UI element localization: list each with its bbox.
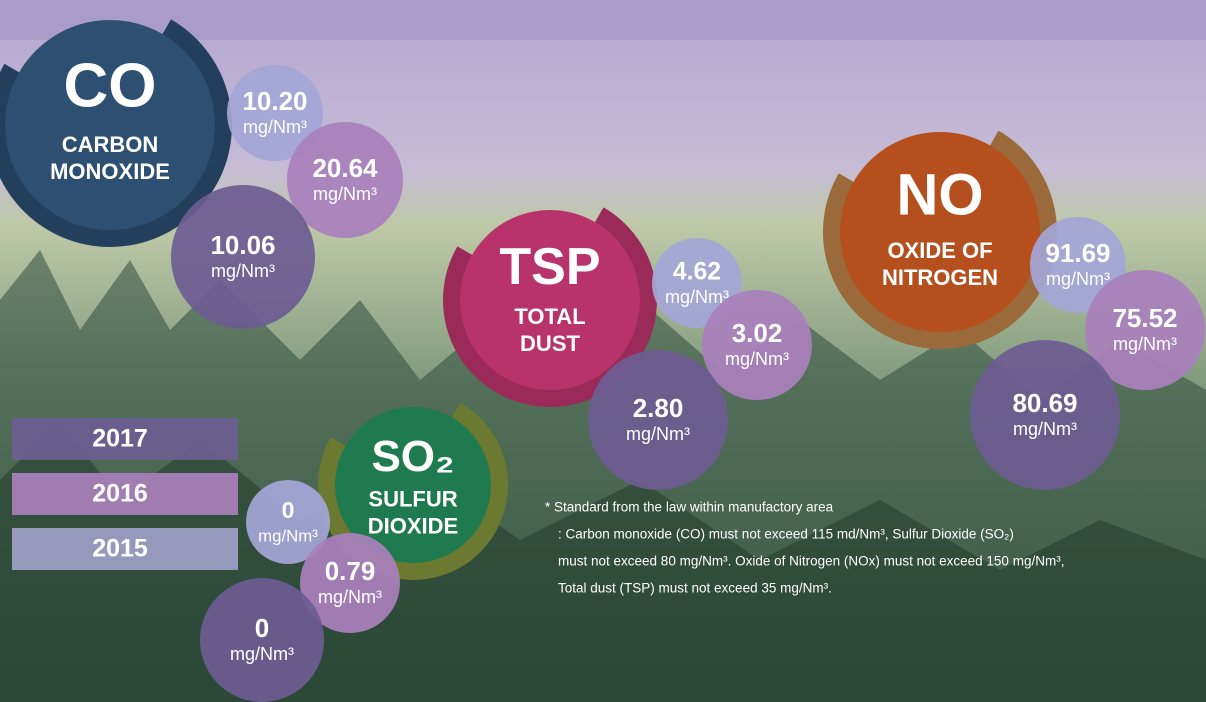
reading-value: 4.62 xyxy=(673,259,721,286)
pollutant-circle xyxy=(460,210,640,390)
legend-label: 2015 xyxy=(92,535,148,563)
reading-value: 20.64 xyxy=(312,153,378,183)
pollutant-name: TOTAL xyxy=(514,304,585,329)
reading-value: 10.20 xyxy=(242,86,307,116)
reading-value: 0.79 xyxy=(325,556,376,586)
pollutant-name: DIOXIDE xyxy=(368,513,458,538)
reading-unit: mg/Nm³ xyxy=(258,526,318,545)
reading-value: 91.69 xyxy=(1045,238,1110,268)
pollutant-name: DUST xyxy=(520,331,580,356)
pollutant-symbol: SO₂ xyxy=(371,432,454,481)
reading-unit: mg/Nm³ xyxy=(1013,419,1077,439)
infographic: 201720162015COCARBONMONOXIDE10.20mg/Nm³2… xyxy=(0,0,1206,702)
reading-unit: mg/Nm³ xyxy=(725,349,789,369)
reading-unit: mg/Nm³ xyxy=(243,117,307,137)
reading-value: 0 xyxy=(282,497,295,523)
pollutant-name: SULFUR xyxy=(368,486,457,511)
reading-value: 2.80 xyxy=(633,393,684,423)
legend-label: 2017 xyxy=(92,425,148,453)
reading-unit: mg/Nm³ xyxy=(1113,334,1177,354)
pollutant-symbol: NO xyxy=(897,162,984,227)
reading-unit: mg/Nm³ xyxy=(211,261,275,281)
legend-label: 2016 xyxy=(92,480,148,508)
pollutant-symbol: TSP xyxy=(499,238,600,296)
reading-unit: mg/Nm³ xyxy=(313,184,377,204)
reading-value: 75.52 xyxy=(1112,303,1177,333)
pollutant-name: NITROGEN xyxy=(882,265,998,290)
reading-value: 3.02 xyxy=(732,318,783,348)
reading-value: 80.69 xyxy=(1012,388,1077,418)
reading-unit: mg/Nm³ xyxy=(1046,269,1110,289)
reading-unit: mg/Nm³ xyxy=(665,287,729,307)
reading-value: 10.06 xyxy=(210,230,275,260)
note-line: must not exceed 80 mg/Nm³. Oxide of Nitr… xyxy=(558,554,1064,569)
note-line: Total dust (TSP) must not exceed 35 mg/N… xyxy=(558,581,832,596)
note-line: * Standard from the law within manufacto… xyxy=(545,500,834,515)
reading-unit: mg/Nm³ xyxy=(318,587,382,607)
pollutant-symbol: CO xyxy=(64,52,157,121)
note-line: : Carbon monoxide (CO) must not exceed 1… xyxy=(558,527,1014,542)
reading-value: 0 xyxy=(255,613,269,643)
reading-unit: mg/Nm³ xyxy=(230,644,294,664)
pollutant-name: OXIDE OF xyxy=(887,238,992,263)
pollutant-name: MONOXIDE xyxy=(50,159,170,184)
pollutant-name: CARBON xyxy=(62,132,159,157)
reading-unit: mg/Nm³ xyxy=(626,424,690,444)
